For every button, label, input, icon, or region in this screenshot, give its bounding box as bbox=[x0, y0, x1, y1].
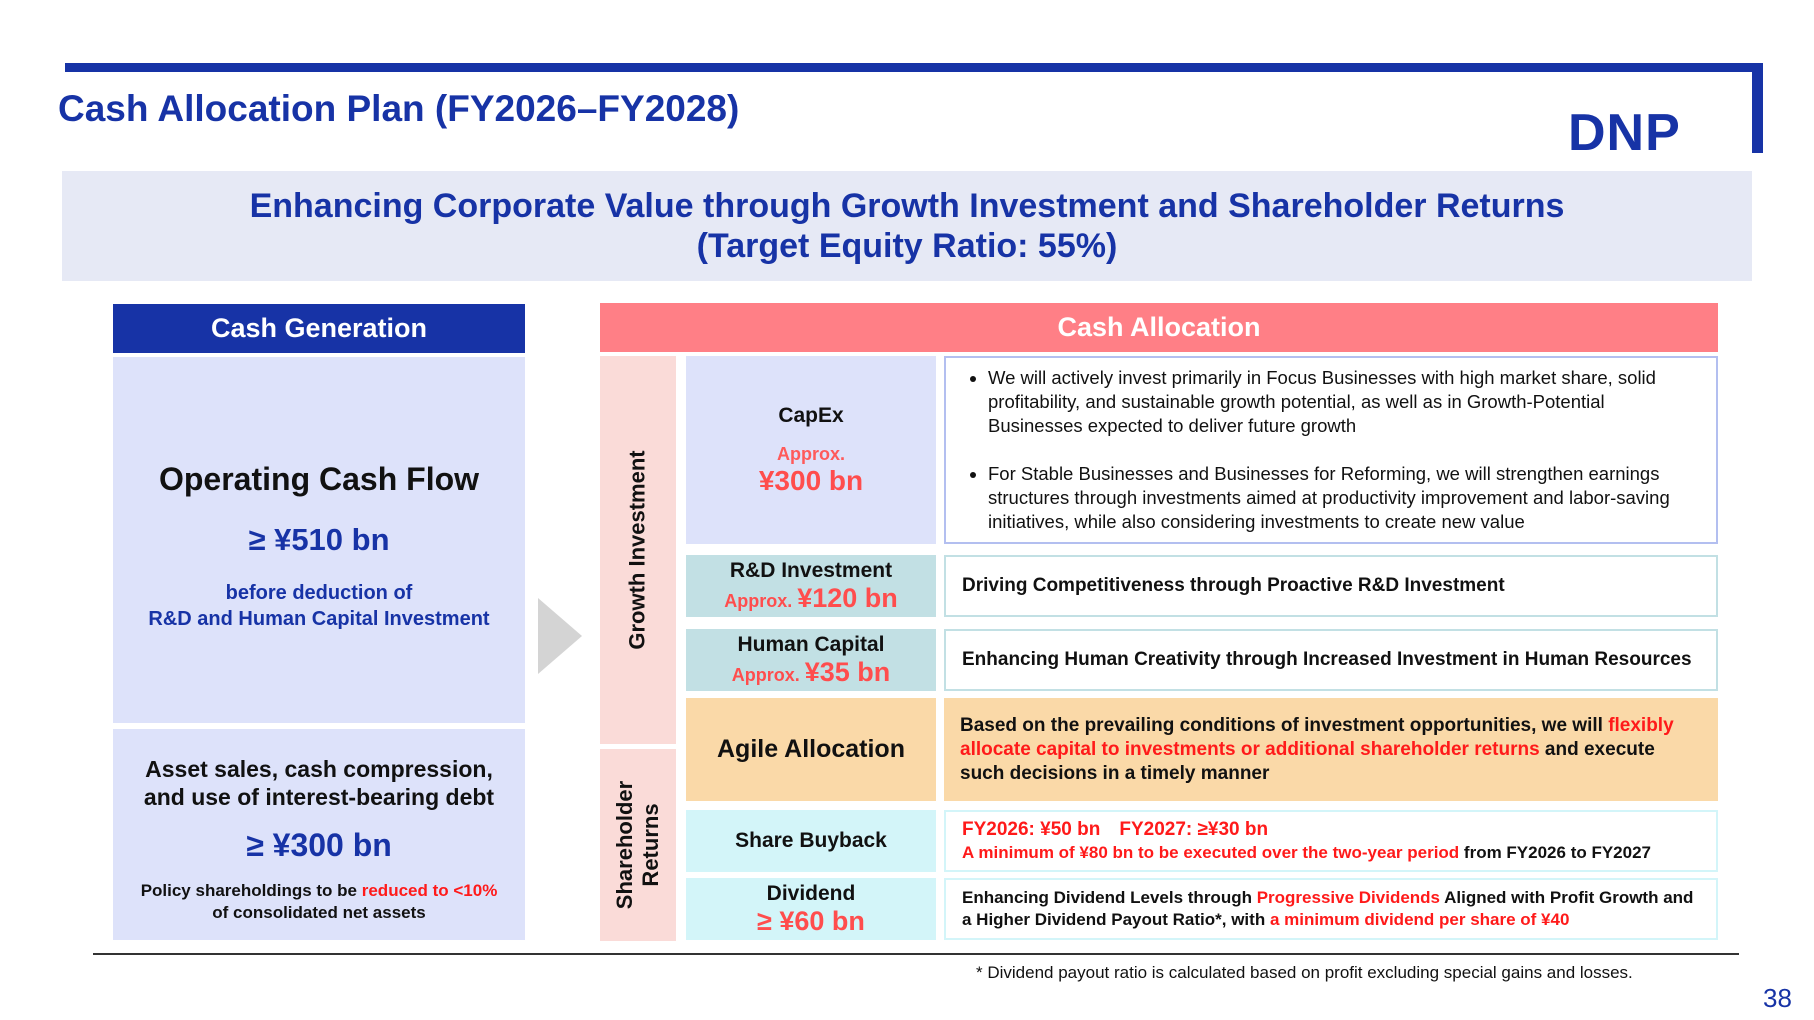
top-accent-bar bbox=[65, 63, 1763, 72]
share-buyback-description: FY2026: ¥50 bn FY2027: ≥¥30 bn A minimum… bbox=[944, 810, 1718, 872]
agile-allocation-label-panel: Agile Allocation bbox=[686, 698, 936, 801]
dividend-desc-text: Enhancing Dividend Levels through Progre… bbox=[962, 887, 1700, 931]
human-capital-value: ¥35 bn bbox=[804, 656, 891, 687]
human-capital-label: Human Capital bbox=[737, 632, 885, 656]
capex-value: ¥300 bn bbox=[758, 464, 864, 496]
asset-note-line-1: Policy shareholdings to be reduced to <1… bbox=[141, 880, 498, 902]
dividend-description: Enhancing Dividend Levels through Progre… bbox=[944, 878, 1718, 940]
shareholder-returns-label: Shareholder Returns bbox=[612, 781, 664, 909]
asset-note-prefix: Policy shareholdings to be bbox=[140, 881, 362, 900]
shareholder-label-line-1: Shareholder bbox=[612, 780, 637, 910]
dividend-label: Dividend bbox=[766, 881, 856, 905]
page-title: Cash Allocation Plan (FY2026–FY2028) bbox=[58, 88, 740, 129]
capex-bullet-1: We will actively invest primarily in Foc… bbox=[988, 366, 1700, 438]
shareholder-label-line-2: Returns bbox=[638, 803, 663, 887]
asset-title-line-1: Asset sales, cash compression, bbox=[145, 756, 493, 782]
agile-desc-text: Based on the prevailing conditions of in… bbox=[960, 714, 1702, 786]
page-number: 38 bbox=[1763, 983, 1792, 1013]
capex-bullet-2: For Stable Businesses and Businesses for… bbox=[988, 462, 1700, 534]
rnd-value: ¥120 bn bbox=[797, 582, 898, 613]
buyback-detail: A minimum of ¥80 bn to be executed over … bbox=[962, 841, 1700, 864]
operating-note-line-2: R&D and Human Capital Investment bbox=[148, 608, 490, 630]
operating-cash-flow-note: before deduction of R&D and Human Capita… bbox=[148, 580, 489, 632]
rnd-label-panel: R&D Investment Approx. ¥120 bn bbox=[686, 555, 936, 617]
buyback-schedule: FY2026: ¥50 bn FY2027: ≥¥30 bn bbox=[962, 819, 1269, 840]
human-capital-approx: Approx. bbox=[731, 664, 805, 685]
capex-label-panel: CapEx Approx. ¥300 bn bbox=[686, 356, 936, 544]
rnd-amount: Approx. ¥120 bn bbox=[724, 583, 898, 614]
dividend-desc-part-1: Enhancing Dividend Levels through bbox=[962, 888, 1257, 907]
dividend-label-panel: Dividend ≥ ¥60 bn bbox=[686, 878, 936, 940]
rnd-description: Driving Competitiveness through Proactiv… bbox=[944, 555, 1718, 617]
asset-note-line-2: of consolidated net assets bbox=[212, 903, 426, 922]
capex-approx: Approx. bbox=[776, 443, 845, 464]
right-accent-bar bbox=[1752, 63, 1763, 153]
dividend-value: ≥ ¥60 bn bbox=[757, 905, 865, 936]
human-capital-description: Enhancing Human Creativity through Incre… bbox=[944, 629, 1718, 691]
share-buyback-label: Share Buyback bbox=[735, 829, 887, 852]
human-capital-amount: Approx. ¥35 bn bbox=[732, 657, 891, 688]
cash-generation-header: Cash Generation bbox=[113, 304, 525, 353]
capex-description: We will actively invest primarily in Foc… bbox=[944, 356, 1718, 544]
shareholder-returns-label-panel: Shareholder Returns bbox=[600, 749, 676, 941]
agile-allocation-description: Based on the prevailing conditions of in… bbox=[944, 698, 1718, 801]
footnote: * Dividend payout ratio is calculated ba… bbox=[976, 963, 1633, 982]
agile-desc-part-1: Based on the prevailing conditions of in… bbox=[960, 714, 1609, 736]
bottom-divider bbox=[93, 953, 1739, 955]
asset-note-emphasis: reduced to <10% bbox=[361, 881, 498, 900]
operating-note-line-1: before deduction of bbox=[225, 582, 413, 604]
share-buyback-label-panel: Share Buyback bbox=[686, 810, 936, 872]
rnd-desc-text: Driving Competitiveness through Proactiv… bbox=[962, 575, 1505, 596]
rnd-label: R&D Investment bbox=[729, 558, 893, 582]
asset-sales-title: Asset sales, cash compression, and use o… bbox=[144, 755, 494, 811]
asset-sales-value: ≥ ¥300 bn bbox=[246, 827, 392, 863]
operating-cash-flow-value: ≥ ¥510 bn bbox=[248, 522, 390, 557]
agile-allocation-label: Agile Allocation bbox=[717, 735, 905, 763]
operating-cash-flow-panel: Operating Cash Flow ≥ ¥510 bn before ded… bbox=[113, 357, 525, 723]
growth-investment-label-panel: Growth Investment bbox=[600, 356, 676, 744]
cash-allocation-header: Cash Allocation bbox=[600, 303, 1718, 352]
banner-line-1: Enhancing Corporate Value through Growth… bbox=[249, 187, 1565, 225]
dnp-logo: DNP bbox=[1568, 104, 1681, 162]
rnd-approx: Approx. bbox=[724, 590, 798, 611]
dividend-desc-emphasis-2: a minimum dividend per share of ¥40 bbox=[1269, 910, 1570, 929]
buyback-detail-rest: from FY2026 to FY2027 bbox=[1459, 843, 1652, 862]
agile-desc-part-2: and execute such decisions in a timely m… bbox=[960, 738, 1655, 784]
flow-arrow-icon bbox=[538, 598, 582, 674]
agile-desc-emphasis: flexibly allocate capital to investments… bbox=[960, 714, 1674, 760]
dividend-desc-part-2: Aligned with Profit Growth and a Higher … bbox=[962, 888, 1694, 929]
growth-investment-label: Growth Investment bbox=[625, 450, 650, 650]
dividend-desc-emphasis-1: Progressive Dividends bbox=[1256, 888, 1441, 907]
asset-sales-panel: Asset sales, cash compression, and use o… bbox=[113, 729, 525, 940]
buyback-detail-emphasis: A minimum of ¥80 bn to be executed over … bbox=[962, 843, 1460, 862]
human-capital-desc-text: Enhancing Human Creativity through Incre… bbox=[962, 649, 1692, 670]
human-capital-label-panel: Human Capital Approx. ¥35 bn bbox=[686, 629, 936, 691]
headline-banner: Enhancing Corporate Value through Growth… bbox=[62, 171, 1752, 281]
operating-cash-flow-title: Operating Cash Flow bbox=[158, 461, 480, 497]
asset-sales-note: Policy shareholdings to be reduced to <1… bbox=[141, 880, 498, 924]
asset-title-line-2: and use of interest-bearing debt bbox=[143, 784, 495, 810]
capex-label: CapEx bbox=[778, 403, 844, 427]
banner-line-2: (Target Equity Ratio: 55%) bbox=[696, 227, 1118, 265]
